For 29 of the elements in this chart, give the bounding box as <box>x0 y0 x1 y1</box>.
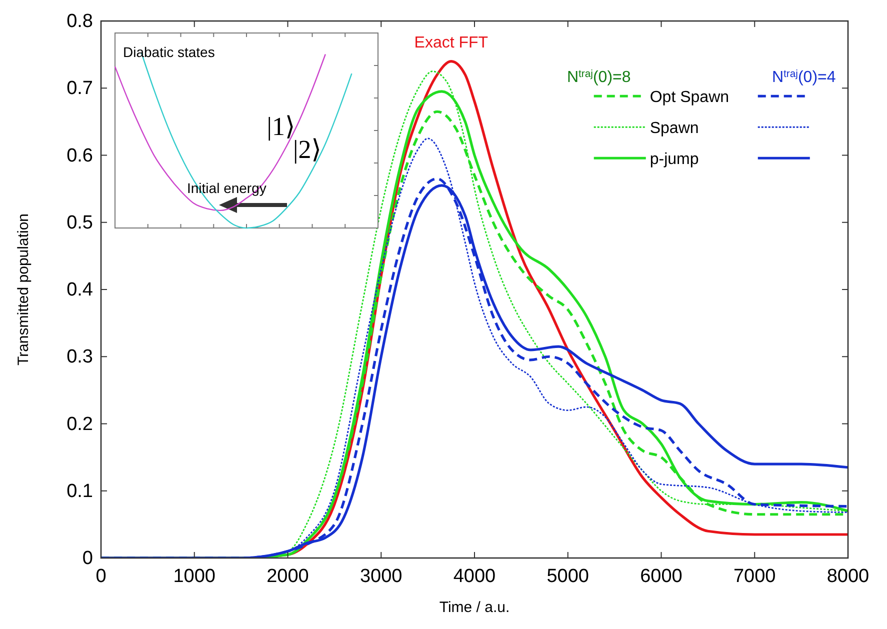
series-label: |2⟩ <box>293 134 322 164</box>
chart-title: Diabatic states <box>123 44 215 60</box>
y-tick-label: 0.1 <box>66 480 93 502</box>
x-tick-label: 7000 <box>733 566 776 587</box>
y-tick-label: 0.3 <box>66 346 93 368</box>
legend-label: Spawn <box>650 120 699 138</box>
x-tick-label: 4000 <box>453 566 496 587</box>
x-axis-title: Time / a.u. <box>439 599 510 616</box>
y-tick-label: 0.2 <box>66 414 93 435</box>
y-axis-title: Transmitted population <box>15 213 32 366</box>
y-tick-label: 0.4 <box>66 280 94 300</box>
x-tick-label: 0 <box>96 566 106 587</box>
x-tick-label: 1000 <box>173 566 216 587</box>
annotation: N$^{traj}$(0)=4 <box>772 68 836 86</box>
series-label: Exact FFT <box>414 34 488 52</box>
y-tick-label: 0.6 <box>66 145 93 166</box>
y-tick-label: 0 <box>82 548 93 569</box>
legend-label: p-jump <box>650 151 699 168</box>
x-tick-label: 8000 <box>826 566 870 587</box>
series-label: |1⟩ <box>266 112 296 141</box>
annotation: N$^{traj}$(0)=8 <box>566 68 631 86</box>
y-tick-label: 0.8 <box>66 11 93 32</box>
x-tick-label: 2000 <box>266 566 309 587</box>
x-tick-label: 5000 <box>546 566 590 587</box>
y-tick-label: 0.7 <box>66 78 93 100</box>
y-tick-label: 0.5 <box>66 212 93 234</box>
legend-label: Opt Spawn <box>650 89 730 106</box>
x-tick-label: 3000 <box>360 566 402 587</box>
x-tick-label: 6000 <box>640 566 682 587</box>
